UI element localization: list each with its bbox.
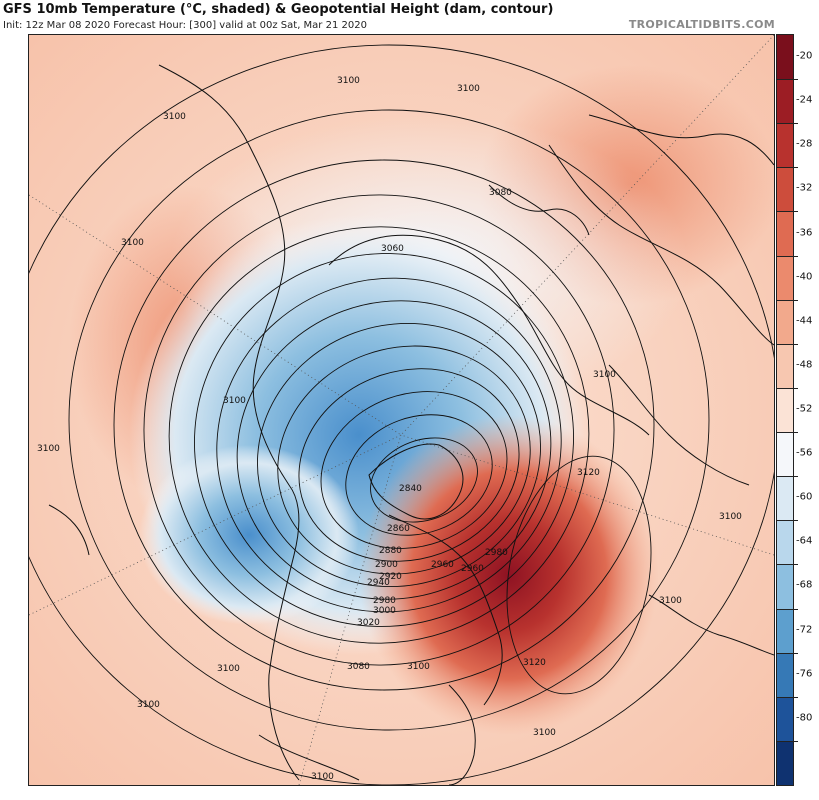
colorbar-tick-mark — [776, 696, 798, 698]
colorbar-tick-label: -20 — [796, 50, 813, 62]
colorbar-segment — [777, 35, 793, 80]
colorbar-segment — [777, 652, 793, 698]
contour-label: 3100 — [593, 370, 616, 380]
colorbar-tick-label: -56 — [796, 447, 813, 459]
contour-label: 3100 — [223, 396, 246, 406]
contour-label: 3020 — [357, 618, 380, 628]
contour-label: 3000 — [373, 606, 396, 616]
colorbar-tick-label: -64 — [796, 535, 813, 547]
contour-label: 2960 — [461, 564, 484, 574]
colorbar-segment — [777, 696, 793, 742]
map-subtitle: Init: 12z Mar 08 2020 Forecast Hour: [30… — [3, 20, 367, 31]
contour-label: 3100 — [137, 700, 160, 710]
colorbar-tick-mark — [776, 652, 798, 654]
contour-label: 2960 — [431, 560, 454, 570]
colorbar-segment — [777, 520, 793, 565]
colorbar-segment — [777, 343, 793, 389]
colorbar-tick-mark — [776, 211, 798, 213]
contour-label: 3060 — [381, 244, 404, 254]
coastlines — [48, 64, 774, 785]
contour-label: 2920 — [379, 572, 402, 582]
height-contours — [29, 44, 774, 785]
contour-label: 2940 — [367, 578, 390, 588]
colorbar-tick-mark — [776, 255, 798, 257]
contour-label: 3120 — [523, 658, 546, 668]
contour-label: 2840 — [399, 484, 422, 494]
colorbar-tick-mark — [776, 608, 798, 610]
colorbar-tick-label: -68 — [796, 579, 813, 591]
contour-label: 2900 — [375, 560, 398, 570]
colorbar-segment — [777, 564, 793, 610]
colorbar-segment — [777, 476, 793, 521]
contour-label: 3100 — [533, 728, 556, 738]
colorbar-segment — [777, 432, 793, 477]
contour-label: 3100 — [719, 512, 742, 522]
colorbar-tick-mark — [776, 476, 798, 478]
colorbar-tick-label: -44 — [796, 315, 813, 327]
map-title: GFS 10mb Temperature (°C, shaded) & Geop… — [3, 2, 554, 17]
colorbar-tick-mark — [776, 387, 798, 389]
temperature-colorbar — [776, 34, 794, 786]
contour-label: 3100 — [659, 596, 682, 606]
contour-label: 2980 — [485, 548, 508, 558]
contour-label: 3100 — [337, 76, 360, 86]
colorbar-tick-mark — [776, 564, 798, 566]
contour-label: 3100 — [217, 664, 240, 674]
colorbar-segment — [777, 608, 793, 654]
contour-label: 2880 — [379, 546, 402, 556]
contour-label: 3100 — [121, 238, 144, 248]
contour-label: 3100 — [457, 84, 480, 94]
cold-lobe-pacific — [139, 445, 359, 625]
colorbar-segment — [777, 123, 793, 168]
weather-map[interactable]: 3100 3100 3100 3100 3100 3100 3100 3100 … — [28, 34, 775, 786]
colorbar-segment — [777, 387, 793, 433]
graticule — [29, 35, 774, 785]
warm-core-atlantic — [359, 415, 659, 735]
colorbar-segment — [777, 740, 793, 786]
contour-label: 3100 — [163, 112, 186, 122]
colorbar-tick-labels: -20 -24 -28 -32 -36 -40 -44 -48 -52 -56 -60 -64 -68 -… — [796, 34, 819, 786]
colorbar-segment — [777, 299, 793, 345]
colorbar-tick-label: -32 — [796, 182, 813, 194]
colorbar-tick-mark — [776, 740, 798, 742]
colorbar-tick-label: -40 — [796, 271, 813, 283]
contour-labels: 3100 3100 3100 3100 3100 3100 3100 3100 … — [37, 76, 742, 782]
colorbar-tick-mark — [776, 343, 798, 345]
brand-watermark[interactable]: TROPICALTIDBITS.COM — [628, 18, 775, 31]
contour-label: 3080 — [489, 188, 512, 198]
contour-label: 3080 — [347, 662, 370, 672]
contour-label: 2860 — [387, 524, 410, 534]
contour-label: 3120 — [577, 468, 600, 478]
contour-label: 2980 — [373, 596, 396, 606]
contour-label: 3100 — [407, 662, 430, 672]
colorbar-tick-mark — [776, 432, 798, 434]
colorbar-tick-label: -28 — [796, 138, 813, 150]
contour-label: 3100 — [37, 444, 60, 454]
colorbar-tick-mark — [776, 167, 798, 169]
colorbar-tick-mark — [776, 123, 798, 125]
colorbar-tick-label: -80 — [796, 712, 813, 724]
colorbar-tick-mark — [776, 520, 798, 522]
colorbar-tick-label: -48 — [796, 359, 813, 371]
colorbar-tick-label: -72 — [796, 624, 813, 636]
colorbar-tick-label: -52 — [796, 403, 813, 415]
colorbar-tick-label: -60 — [796, 491, 813, 503]
contour-label: 3100 — [311, 772, 334, 782]
colorbar-segment — [777, 167, 793, 212]
colorbar-tick-mark — [776, 299, 798, 301]
colorbar-tick-mark — [776, 79, 798, 81]
colorbar-segment — [777, 79, 793, 124]
colorbar-tick-label: -24 — [796, 94, 813, 106]
colorbar-tick-label: -36 — [796, 227, 813, 239]
colorbar-tick-label: -76 — [796, 668, 813, 680]
colorbar-segment — [777, 255, 793, 301]
colorbar-segment — [777, 211, 793, 257]
map-svg: 3100 3100 3100 3100 3100 3100 3100 3100 … — [29, 35, 774, 785]
